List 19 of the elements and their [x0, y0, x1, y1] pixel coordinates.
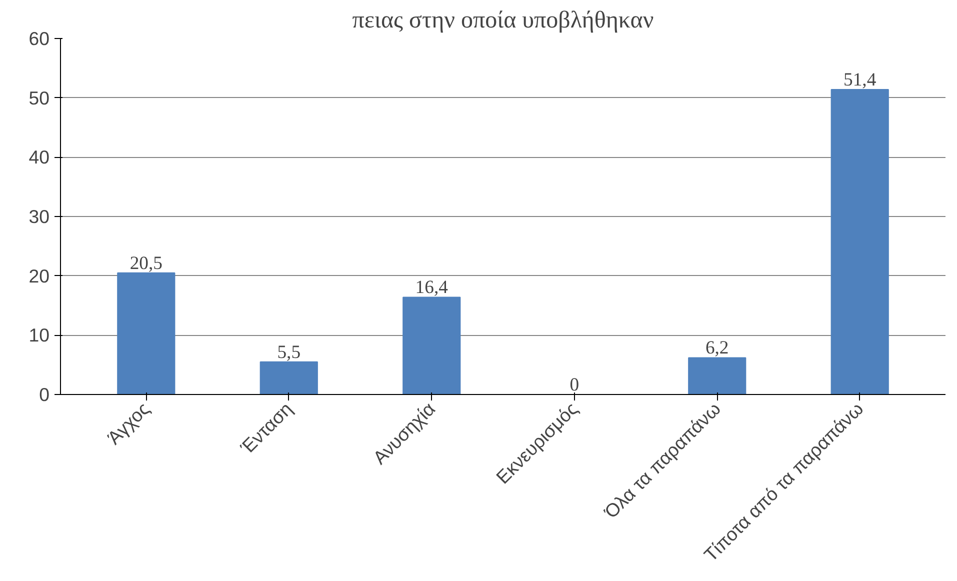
chart-title: πειας στην οποία υποβλήθηκαν [352, 8, 654, 34]
bar [402, 296, 461, 394]
data-label: 6,2 [705, 338, 729, 359]
y-tick-label: 30 [28, 206, 50, 227]
y-tick-label: 10 [28, 324, 50, 346]
y-tick-label: 60 [28, 28, 50, 49]
data-label: 20,5 [130, 252, 162, 274]
y-tick-label: 40 [28, 146, 50, 168]
data-label: 16,4 [415, 277, 449, 298]
y-tick-label: 50 [28, 87, 50, 108]
data-label: 0 [570, 374, 580, 396]
bar [688, 357, 746, 394]
bar [830, 89, 889, 394]
y-tick-label: 0 [39, 384, 50, 405]
bar [117, 272, 176, 394]
bar [260, 361, 318, 394]
y-tick-label: 20 [28, 265, 50, 286]
data-label: 51,4 [844, 70, 877, 91]
data-label: 5,5 [277, 342, 301, 363]
